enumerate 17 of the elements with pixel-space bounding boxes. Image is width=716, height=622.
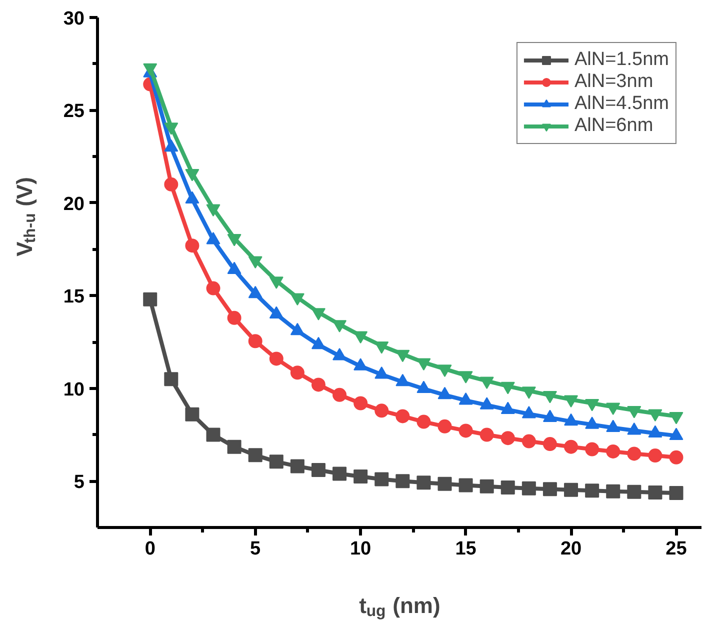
x-tick-label: 0	[144, 538, 156, 560]
y-tick-label: 10	[63, 379, 85, 400]
y-tick-label: 5	[74, 472, 85, 494]
x-tick-label: 20	[560, 538, 582, 560]
y-axis-title: Vth-u (V)	[12, 177, 39, 256]
legend-label: AlN=1.5nm	[574, 49, 669, 71]
x-tick-label: 5	[250, 538, 262, 560]
legend-label: AlN=6nm	[574, 115, 654, 137]
x-tick-label: 10	[350, 538, 372, 560]
x-tick-label: 15	[455, 538, 477, 560]
legend-label: AlN=4.5nm	[574, 93, 669, 115]
y-tick-label: 30	[63, 8, 85, 30]
legend-label: AlN=3nm	[574, 71, 654, 93]
y-tick-label: 25	[63, 101, 85, 122]
x-tick-label: 25	[666, 538, 688, 560]
y-tick-label: 15	[63, 286, 85, 308]
y-tick-label: 20	[63, 194, 85, 215]
